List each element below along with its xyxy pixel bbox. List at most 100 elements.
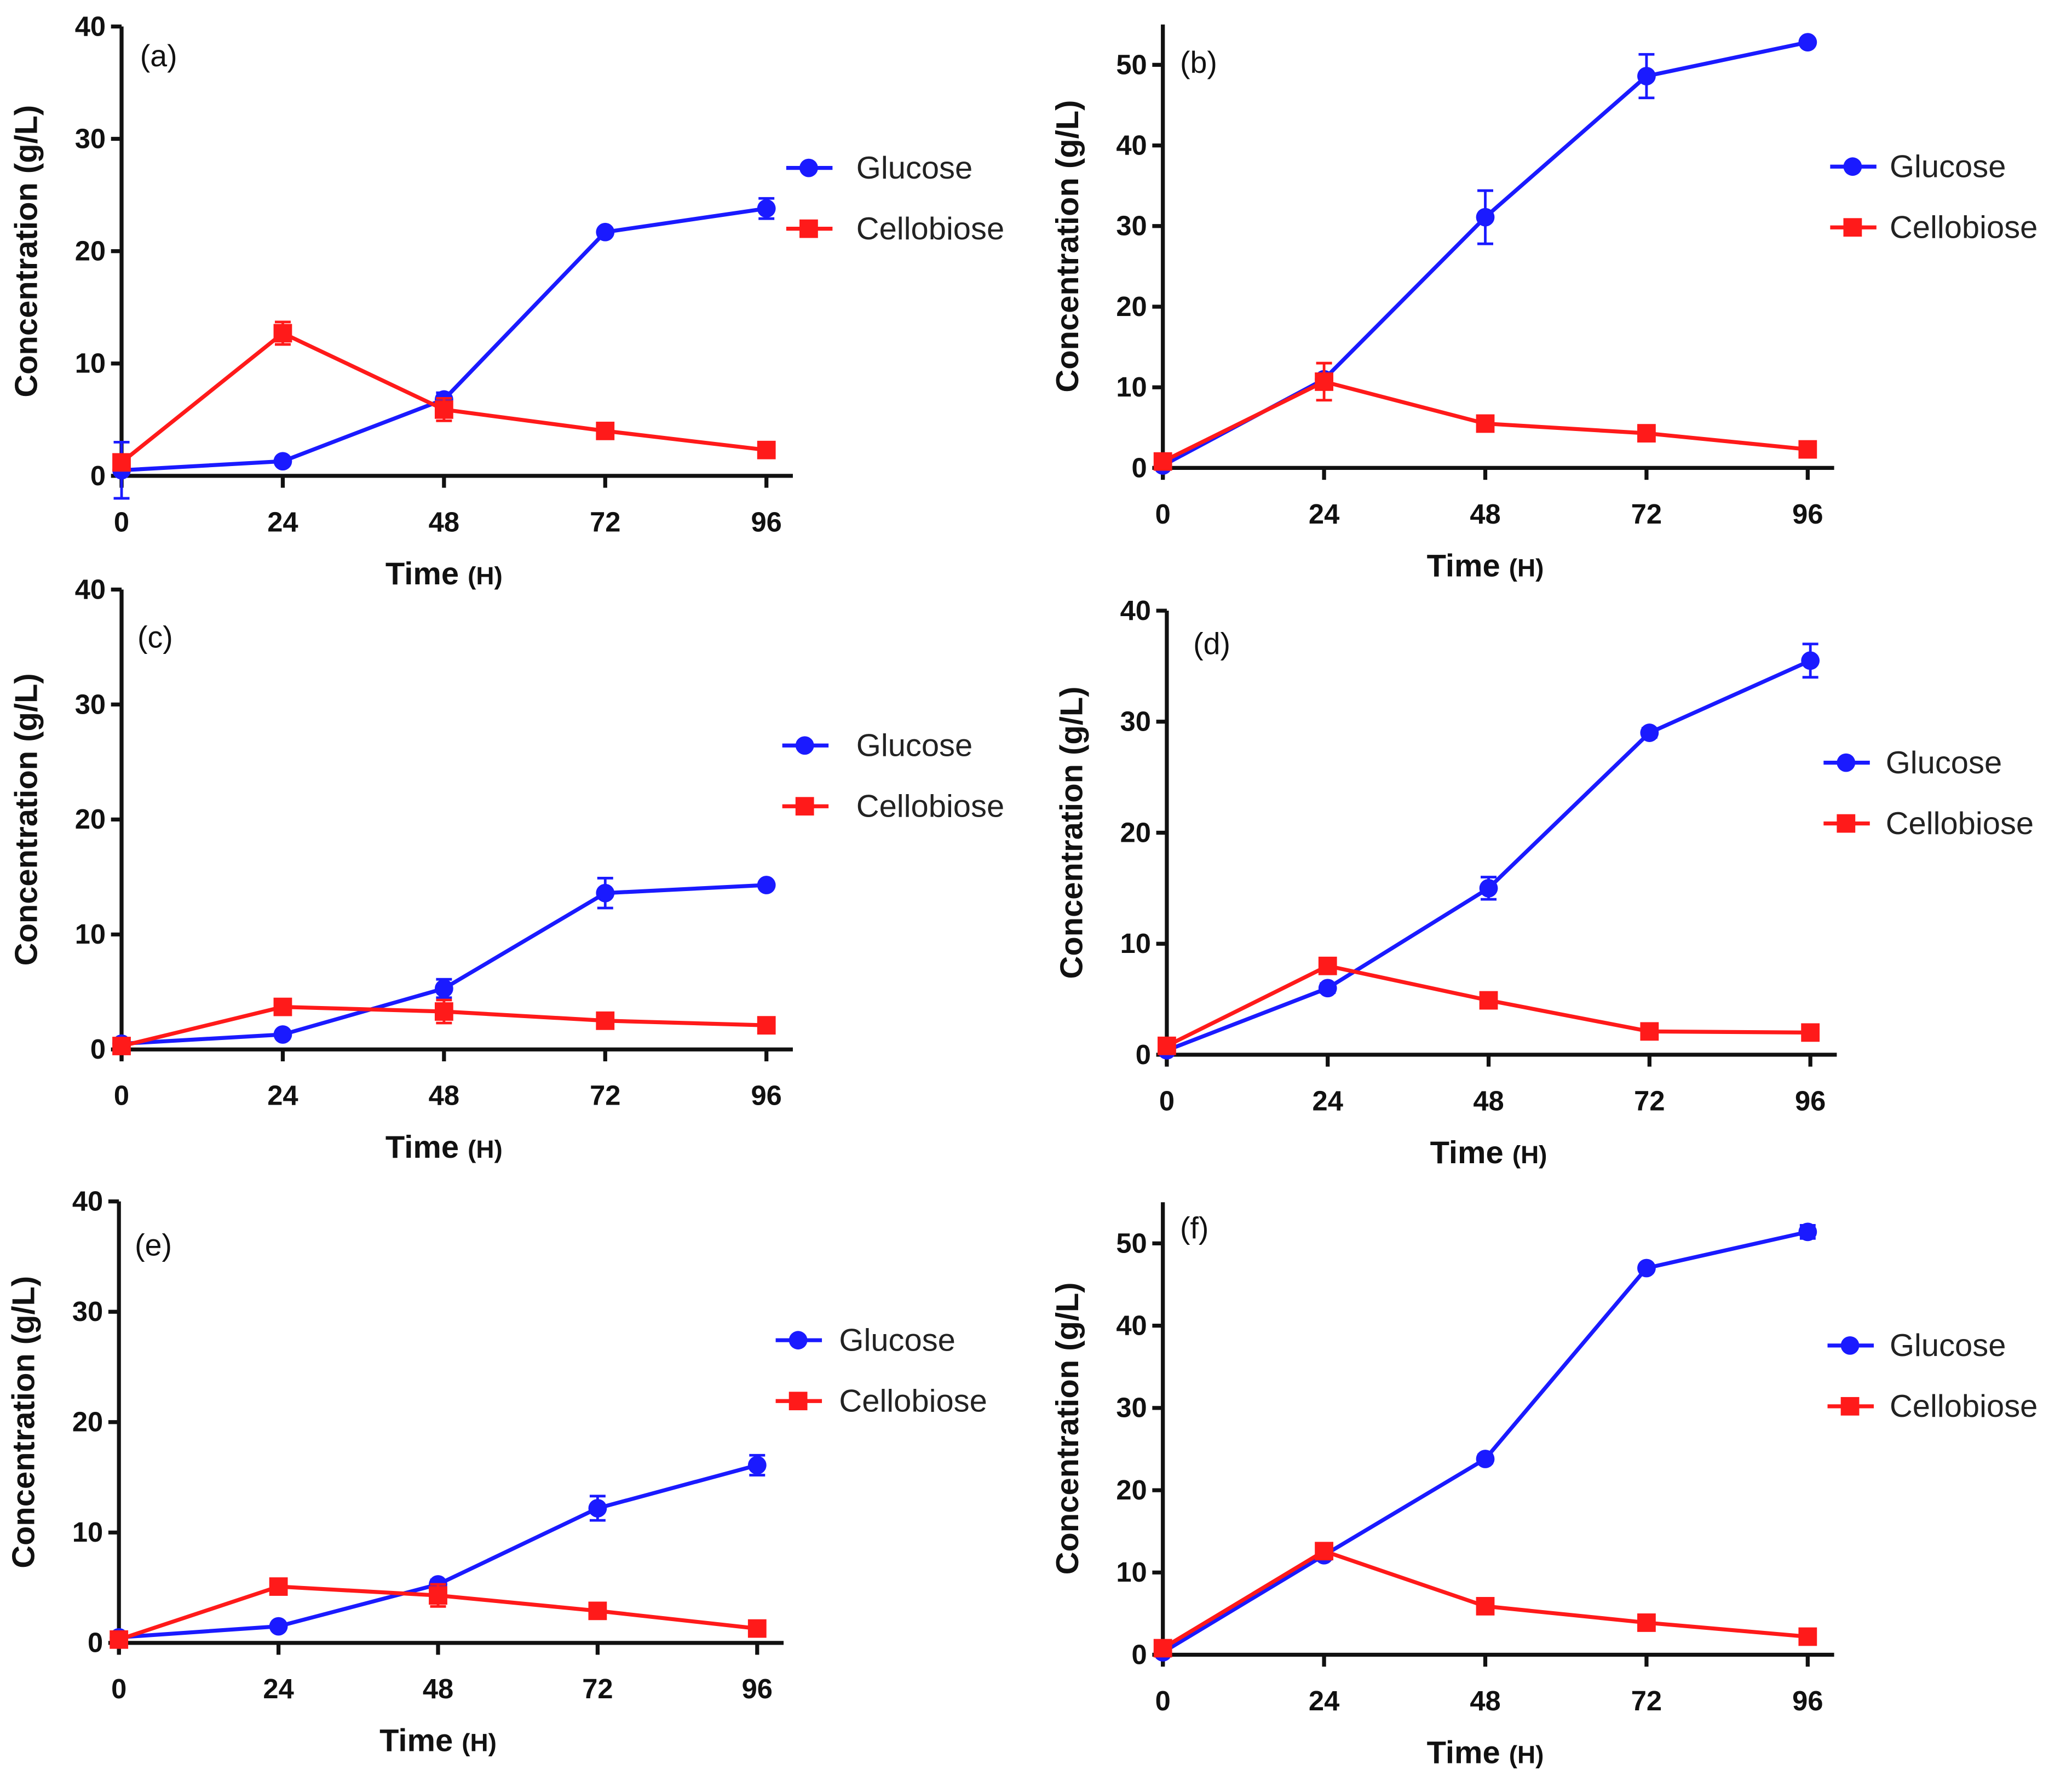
data-point-glucose xyxy=(1476,208,1495,227)
x-tick-label: 48 xyxy=(1470,498,1500,530)
y-tick-label: 20 xyxy=(1116,1474,1147,1506)
data-point-cellobiose xyxy=(429,1586,447,1605)
data-point-glucose xyxy=(273,452,292,471)
chart-panel-f: 0 10 20 30 40 50 0 24 48 72 96 Time (H) Concentratio… xyxy=(1050,1202,2038,1770)
data-point-cellobiose xyxy=(434,1002,453,1021)
x-tick-label: 96 xyxy=(742,1673,773,1704)
x-tick-label: 48 xyxy=(429,1080,459,1111)
series-cellobiose xyxy=(112,997,776,1055)
x-tick-label: 96 xyxy=(1792,498,1823,530)
series-line-glucose xyxy=(121,206,767,473)
y-tick-label: 40 xyxy=(1120,595,1151,626)
chart-panel-c: 0 10 20 30 40 0 24 48 72 96 Time (H) Concentration … xyxy=(9,573,1005,1165)
legend-item-cellobiose: Cellobiose xyxy=(782,789,1004,824)
series-line-glucose xyxy=(1161,40,1809,468)
legend-label: Glucose xyxy=(1890,150,2006,185)
series-glucose xyxy=(112,197,776,500)
y-tick-label: 40 xyxy=(75,10,106,42)
data-point-cellobiose xyxy=(1640,1022,1659,1041)
legend-label: Cellobiose xyxy=(839,1384,987,1419)
legend-label: Glucose xyxy=(856,728,972,763)
y-axis-label: Concentration (g/L) xyxy=(9,673,44,966)
x-axis-label: Time (H) xyxy=(385,556,503,591)
data-point-cellobiose xyxy=(112,453,131,472)
y-tick-label: 40 xyxy=(1116,1310,1147,1341)
legend-item-glucose: Glucose xyxy=(775,1323,956,1358)
data-point-cellobiose xyxy=(588,1601,607,1621)
y-tick-label: 10 xyxy=(72,1516,103,1548)
legend-label: Cellobiose xyxy=(1886,806,2034,841)
legend-item-glucose: Glucose xyxy=(1827,1328,2006,1363)
x-axis-label-text: Time xyxy=(379,1723,462,1759)
y-tick-label: 20 xyxy=(75,803,106,835)
data-point-glucose xyxy=(273,1025,292,1044)
x-tick-label: 96 xyxy=(751,506,782,537)
y-axis-label: Concentration (g/L) xyxy=(1050,1282,1085,1575)
x-axis-label-unit: (H) xyxy=(1512,1140,1547,1169)
legend-marker-circle xyxy=(795,736,814,755)
legend-marker-circle xyxy=(1837,753,1856,772)
x-tick-label: 0 xyxy=(114,1080,129,1111)
y-tick-label: 10 xyxy=(75,348,106,379)
data-point-glucose xyxy=(757,876,776,894)
legend-item-cellobiose: Cellobiose xyxy=(1830,210,2038,245)
data-point-cellobiose xyxy=(1158,1036,1176,1055)
data-point-glucose xyxy=(1476,1450,1495,1468)
legend-label: Glucose xyxy=(1886,745,2002,780)
x-tick-label: 72 xyxy=(1634,1085,1665,1116)
legend-marker-square xyxy=(1837,814,1856,833)
y-tick-label: 20 xyxy=(1116,291,1147,322)
data-point-cellobiose xyxy=(1479,991,1498,1010)
x-axis-label-text: Time xyxy=(385,556,468,591)
data-point-glucose xyxy=(1637,1259,1656,1278)
legend-item-glucose: Glucose xyxy=(782,728,972,763)
x-tick-label: 48 xyxy=(1473,1085,1504,1116)
data-point-cellobiose xyxy=(1798,1627,1817,1646)
x-tick-label: 0 xyxy=(114,506,129,537)
y-axis-label: Concentration (g/L) xyxy=(9,105,44,398)
legend-item-cellobiose: Cellobiose xyxy=(1823,806,2034,841)
legend-label: Glucose xyxy=(839,1323,955,1358)
data-point-glucose xyxy=(596,222,615,242)
x-axis-label-unit: (H) xyxy=(468,561,503,590)
y-tick-label: 20 xyxy=(72,1406,103,1438)
data-point-cellobiose xyxy=(273,997,292,1016)
y-tick-label: 0 xyxy=(1136,1039,1151,1070)
data-point-glucose xyxy=(1798,1222,1817,1242)
legend-label: Cellobiose xyxy=(856,211,1004,246)
data-point-glucose xyxy=(1640,723,1659,742)
x-axis-label-unit: (H) xyxy=(468,1135,503,1163)
panel-label: (e) xyxy=(135,1228,172,1262)
data-point-glucose xyxy=(269,1617,288,1636)
x-tick-label: 48 xyxy=(1470,1685,1500,1716)
legend-marker-circle xyxy=(799,158,818,177)
legend-marker-circle xyxy=(788,1331,808,1350)
legend-marker-square xyxy=(795,797,814,816)
x-tick-label: 24 xyxy=(1309,1685,1339,1716)
y-tick-label: 10 xyxy=(1116,371,1147,403)
legend-item-cellobiose: Cellobiose xyxy=(1827,1389,2038,1424)
data-point-glucose xyxy=(596,883,615,903)
data-point-cellobiose xyxy=(1153,452,1172,471)
legend-item-cellobiose: Cellobiose xyxy=(786,211,1004,246)
y-tick-label: 30 xyxy=(1116,210,1147,242)
x-tick-label: 72 xyxy=(1631,498,1662,530)
x-tick-label: 0 xyxy=(1155,1685,1171,1716)
x-axis-label-text: Time xyxy=(1427,548,1509,583)
y-tick-label: 50 xyxy=(1116,1227,1147,1259)
series-cellobiose xyxy=(1158,956,1820,1055)
data-point-cellobiose xyxy=(1637,1613,1656,1632)
x-tick-label: 0 xyxy=(1159,1085,1175,1116)
data-point-cellobiose xyxy=(596,1011,615,1030)
y-axis-label: Concentration (g/L) xyxy=(7,1276,42,1568)
data-point-cellobiose xyxy=(269,1577,288,1596)
series-line-glucose xyxy=(118,1463,758,1640)
data-point-glucose xyxy=(1798,33,1817,52)
y-tick-label: 40 xyxy=(1116,129,1147,160)
y-tick-label: 30 xyxy=(1120,706,1151,737)
y-tick-label: 20 xyxy=(75,235,106,267)
data-point-cellobiose xyxy=(1798,440,1817,459)
data-point-glucose xyxy=(757,199,776,218)
x-tick-label: 72 xyxy=(582,1673,613,1704)
data-point-cellobiose xyxy=(1637,424,1656,443)
